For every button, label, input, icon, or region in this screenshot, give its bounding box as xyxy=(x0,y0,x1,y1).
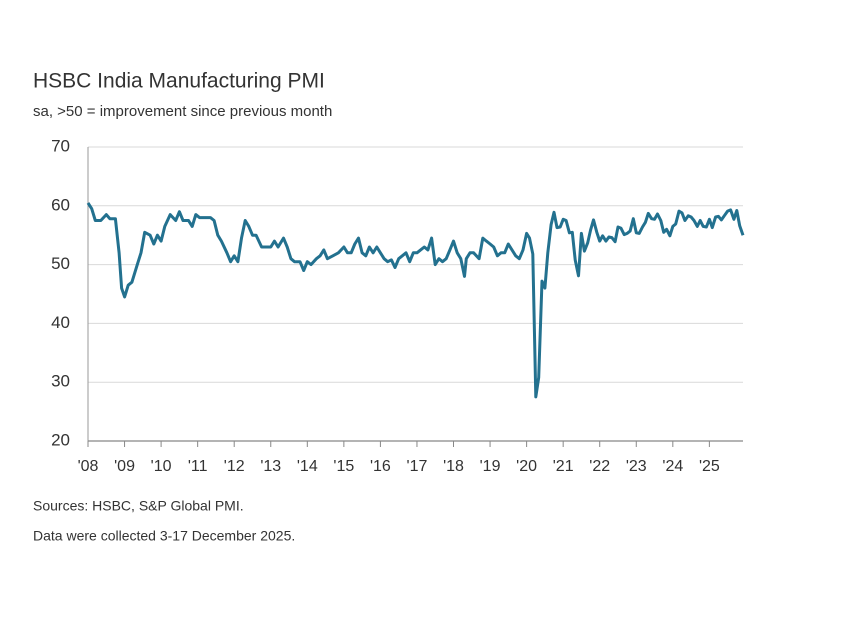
y-tick-label: 40 xyxy=(51,313,70,332)
x-tick-label: '10 xyxy=(151,458,172,475)
x-tick-label: '20 xyxy=(516,458,537,475)
x-tick-label: '13 xyxy=(260,458,281,475)
x-tick-label: '08 xyxy=(78,458,99,475)
x-tick-label: '23 xyxy=(626,458,647,475)
x-tick-label: '15 xyxy=(333,458,354,475)
x-tick-label: '11 xyxy=(188,458,208,475)
y-tick-label: 70 xyxy=(51,136,70,155)
y-tick-label: 50 xyxy=(51,254,70,273)
x-tick-label: '09 xyxy=(114,458,135,475)
x-tick-label: '16 xyxy=(370,458,391,475)
y-tick-label: 60 xyxy=(51,195,70,214)
sources: Sources: HSBC, S&P Global PMI. xyxy=(33,498,244,514)
chart-subtitle: sa, >50 = improvement since previous mon… xyxy=(33,103,332,120)
chart-title: HSBC India Manufacturing PMI xyxy=(33,70,325,93)
x-tick-label: '14 xyxy=(297,458,318,475)
y-tick-label: 30 xyxy=(51,372,70,391)
x-tick-label: '12 xyxy=(224,458,245,475)
x-tick-label: '19 xyxy=(480,458,501,475)
x-tick-label: '24 xyxy=(662,458,683,475)
x-tick-label: '17 xyxy=(407,458,428,475)
y-tick-label: 20 xyxy=(51,430,70,449)
x-tick-label: '21 xyxy=(553,458,574,475)
note: Data were collected 3-17 December 2025. xyxy=(33,528,295,544)
x-tick-label: '22 xyxy=(589,458,610,475)
x-tick-label: '25 xyxy=(699,458,720,475)
series-line xyxy=(86,202,745,399)
x-tick-label: '18 xyxy=(443,458,464,475)
